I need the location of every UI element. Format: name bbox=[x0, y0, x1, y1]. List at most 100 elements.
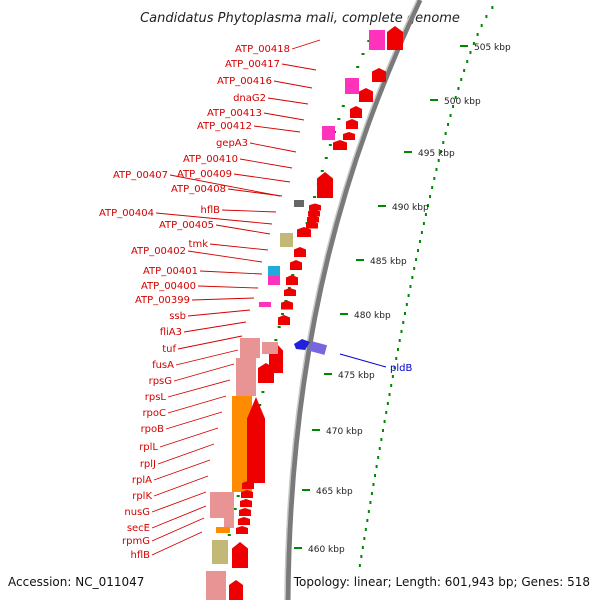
ruler-tick bbox=[449, 114, 452, 117]
ruler-tick bbox=[472, 42, 475, 45]
ruler-tick bbox=[409, 285, 412, 288]
gene-label: ATP_00413 bbox=[207, 108, 262, 119]
label-leader bbox=[187, 309, 251, 317]
kbp-tick bbox=[378, 205, 386, 207]
label-leader bbox=[291, 39, 321, 50]
gene-block bbox=[262, 342, 278, 354]
label-leader bbox=[191, 297, 255, 301]
ruler-tick bbox=[375, 465, 378, 468]
gene-features bbox=[206, 26, 403, 600]
ruler-tick bbox=[360, 555, 363, 558]
gene-block bbox=[369, 30, 385, 50]
gene-label: rplK bbox=[132, 491, 152, 502]
gene-block bbox=[280, 233, 293, 247]
feature-tick bbox=[320, 170, 324, 172]
ruler-tick bbox=[437, 159, 440, 162]
gene-arrow bbox=[359, 88, 373, 102]
label-leader bbox=[183, 321, 247, 333]
gene-arrow bbox=[229, 580, 243, 600]
gene-arrow bbox=[333, 140, 347, 150]
ruler-tick bbox=[385, 411, 388, 414]
label-leaders bbox=[151, 39, 321, 556]
label-leader bbox=[197, 285, 259, 289]
ruler-tick bbox=[381, 429, 384, 432]
ruler-tick bbox=[391, 375, 394, 378]
pldB-leader bbox=[339, 353, 387, 368]
ruler-tick bbox=[444, 132, 447, 135]
gene-arrow bbox=[294, 247, 306, 257]
genome-summary: Topology: linear; Length: 601,943 bp; Ge… bbox=[293, 575, 590, 589]
gene-label: ATP_00401 bbox=[143, 266, 198, 277]
ruler-tick bbox=[429, 195, 432, 198]
gene-label: ATP_00410 bbox=[183, 154, 238, 165]
gene-label: secE bbox=[127, 523, 150, 534]
ruler-tick bbox=[398, 339, 401, 342]
kbp-tick bbox=[302, 489, 310, 491]
gene-label: ATP_00418 bbox=[235, 44, 290, 55]
ruler-tick bbox=[442, 141, 445, 144]
feature-tick bbox=[291, 274, 295, 276]
kbp-tick bbox=[460, 45, 468, 47]
ruler-tick bbox=[404, 312, 407, 315]
feature-tick bbox=[281, 313, 285, 315]
gene-label: ATP_00408 bbox=[171, 184, 226, 195]
gene-arrow bbox=[309, 203, 321, 211]
gene-label: ssb bbox=[169, 311, 186, 322]
position-ruler bbox=[358, 6, 494, 567]
pldB-box bbox=[308, 341, 328, 355]
ruler-tick bbox=[364, 528, 367, 531]
label-leader bbox=[227, 188, 283, 197]
ruler-tick bbox=[358, 564, 361, 567]
gene-block bbox=[268, 276, 280, 285]
label-leader bbox=[209, 243, 269, 251]
ruler-tick bbox=[395, 357, 398, 360]
gene-block bbox=[259, 302, 271, 307]
feature-tick bbox=[258, 404, 262, 406]
label-leader bbox=[253, 125, 301, 133]
gene-arrow bbox=[238, 517, 250, 525]
genome-backbone bbox=[285, 0, 423, 600]
ruler-tick bbox=[370, 492, 373, 495]
gene-arrow bbox=[286, 275, 298, 285]
ruler-tick bbox=[393, 366, 396, 369]
label-leader bbox=[151, 517, 205, 542]
kbp-label: 475 kbp bbox=[338, 371, 375, 381]
ruler-tick bbox=[388, 393, 391, 396]
gene-label: rpsG bbox=[149, 376, 172, 387]
ruler-tick bbox=[466, 60, 469, 63]
ruler-tick bbox=[420, 231, 423, 234]
feature-tick bbox=[236, 495, 240, 497]
gene-arrow bbox=[290, 260, 302, 270]
gene-arrow bbox=[258, 363, 274, 383]
gene-label: ATP_00417 bbox=[225, 59, 280, 70]
ruler-tick bbox=[439, 150, 442, 153]
gene-block bbox=[206, 571, 226, 600]
kbp-label: 460 kbp bbox=[308, 545, 345, 555]
feature-tick bbox=[261, 391, 265, 393]
gene-label: rplL bbox=[139, 442, 158, 453]
feature-tick bbox=[233, 508, 237, 510]
feature-tick bbox=[328, 144, 332, 146]
ruler-tick bbox=[390, 384, 393, 387]
gene-label: ATP_00416 bbox=[217, 76, 272, 87]
label-leader bbox=[153, 475, 209, 497]
ruler-tick bbox=[447, 123, 450, 126]
gene-label: fusA bbox=[152, 360, 174, 371]
label-leader bbox=[273, 80, 313, 89]
gene-label: dnaG2 bbox=[233, 93, 266, 104]
gene-block bbox=[294, 200, 304, 207]
gene-label: nusG bbox=[124, 507, 150, 518]
gene-arrow bbox=[343, 132, 355, 140]
gene-label: hflB bbox=[131, 550, 151, 561]
ruler-tick bbox=[422, 222, 425, 225]
ruler-tick bbox=[431, 186, 434, 189]
kbp-tick bbox=[356, 259, 364, 261]
ruler-tick bbox=[400, 330, 403, 333]
feature-tick bbox=[274, 339, 278, 341]
ruler-tick bbox=[405, 303, 408, 306]
gene-label: tmk bbox=[189, 239, 209, 250]
feature-tick bbox=[277, 326, 281, 328]
gene-label: hflB bbox=[201, 205, 221, 216]
kbp-label: 465 kbp bbox=[316, 487, 353, 497]
ruler-tick bbox=[433, 177, 436, 180]
